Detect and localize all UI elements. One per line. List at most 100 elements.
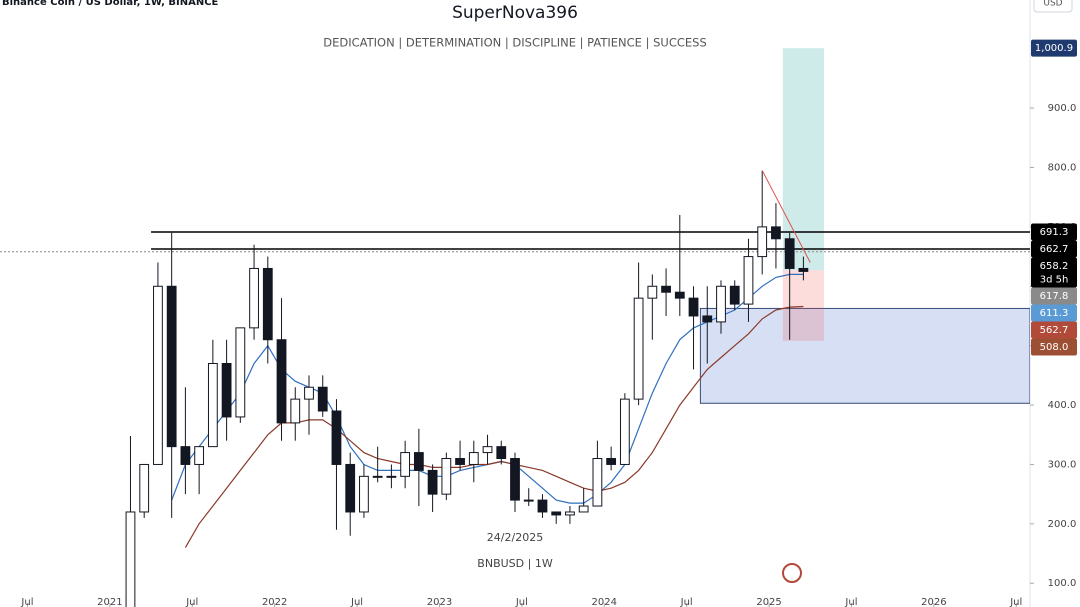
price-label-box [1031, 304, 1077, 322]
y-tick-label: 800.0 [1048, 162, 1077, 173]
x-tick-label: 2023 [427, 597, 452, 607]
y-tick-label: 400.0 [1048, 400, 1077, 411]
candle-body [743, 256, 754, 305]
x-tick-label: Jul [1009, 597, 1022, 607]
event-icon[interactable] [782, 563, 802, 583]
candle-body [468, 452, 479, 465]
candle-body [510, 458, 520, 501]
y-tick-label: 200.0 [1048, 519, 1077, 530]
candle-body [290, 398, 301, 424]
candle-body [221, 362, 232, 418]
x-tick-label: 2021 [97, 597, 122, 607]
candle-body [798, 267, 809, 272]
price-label: 611.3 [1040, 308, 1069, 319]
candle-body [688, 297, 699, 317]
x-tick-label: Jul [844, 597, 857, 607]
chart-title: SuperNova396 [452, 3, 578, 23]
candle-body [729, 285, 740, 305]
candle-body [235, 327, 246, 418]
candle-body [427, 469, 438, 495]
candle-body [180, 446, 191, 465]
target-area [782, 48, 824, 271]
price-label-box [1031, 287, 1077, 305]
x-tick-label: Jul [185, 597, 198, 607]
candle-body [537, 499, 548, 513]
candle-body [331, 410, 342, 465]
trend-line [761, 170, 811, 263]
candle-body [194, 446, 205, 465]
x-tick-label: 2024 [592, 597, 617, 607]
candle-body [386, 475, 397, 478]
candle-body [139, 463, 150, 513]
candle-body [276, 339, 287, 424]
price-label: 1,000.9 [1035, 43, 1073, 54]
currency-box [1033, 0, 1073, 13]
candle-body [565, 511, 575, 516]
candle-body [304, 386, 314, 400]
symbol-info: Binance Coin / US Dollar, 1W, BINANCE [2, 0, 219, 8]
x-tick-label: 2025 [756, 597, 781, 607]
candle-body [249, 267, 259, 329]
price-label-box [1031, 338, 1077, 356]
candle-body [619, 398, 630, 465]
annotation: 24/2/2025 [487, 531, 543, 544]
x-tick-label: Jul [350, 597, 363, 607]
candle-body [262, 267, 273, 341]
candle-body [441, 458, 452, 495]
candle-body [633, 297, 644, 400]
currency: USD [1043, 0, 1062, 9]
candle-body [413, 452, 424, 471]
candle-body [578, 505, 589, 513]
candle-body [647, 285, 658, 299]
candle-body [153, 285, 163, 465]
price-label-box [1031, 321, 1077, 339]
candle-body [661, 285, 671, 293]
candle-body [784, 238, 795, 269]
candle-body [455, 458, 465, 465]
candle-body [592, 458, 603, 507]
price-label-box [1031, 240, 1077, 258]
candle-body [606, 458, 617, 465]
price-label: 562.7 [1040, 325, 1069, 336]
candle-body [716, 285, 726, 323]
price-label: 691.3 [1040, 227, 1069, 238]
plot-area [0, 48, 1030, 607]
zone [699, 307, 1030, 404]
candle-body [674, 291, 685, 299]
candle-body [400, 452, 411, 477]
x-tick-label: Jul [20, 597, 33, 607]
candle-body [125, 511, 136, 607]
y-tick-label: 100.0 [1048, 578, 1077, 589]
candle-body [496, 446, 507, 460]
price-label-box [1031, 223, 1077, 241]
price-label-box [1031, 39, 1077, 57]
candle-body [523, 499, 534, 502]
countdown: 3d 5h [1040, 275, 1069, 286]
candle-body [482, 446, 493, 454]
candle-body [317, 386, 328, 412]
moving-average [184, 305, 804, 548]
annotation: BNBUSD | 1W [477, 557, 553, 570]
price-label: 617.8 [1040, 291, 1069, 302]
candle-body [207, 362, 218, 448]
candle-body [166, 285, 177, 448]
candle-body [372, 475, 383, 478]
y-tick-label: 900.0 [1048, 103, 1077, 114]
x-tick-label: Jul [680, 597, 693, 607]
x-tick-label: 2026 [921, 597, 946, 607]
candle-body [345, 463, 356, 513]
price-label: 508.0 [1040, 342, 1069, 353]
candle-body [551, 511, 562, 516]
chart-subtitle: DEDICATION | DETERMINATION | DISCIPLINE … [323, 36, 707, 50]
y-tick-label: 300.0 [1048, 459, 1077, 470]
price-label-box [1031, 257, 1077, 288]
x-tick-label: 2022 [262, 597, 287, 607]
candle-body [702, 315, 713, 323]
candle-body [359, 475, 369, 513]
stop-area [782, 270, 824, 341]
x-tick-label: Jul [515, 597, 528, 607]
candle-body [757, 226, 768, 258]
price-label: 658.2 [1040, 261, 1069, 272]
price-label: 662.7 [1040, 244, 1069, 255]
